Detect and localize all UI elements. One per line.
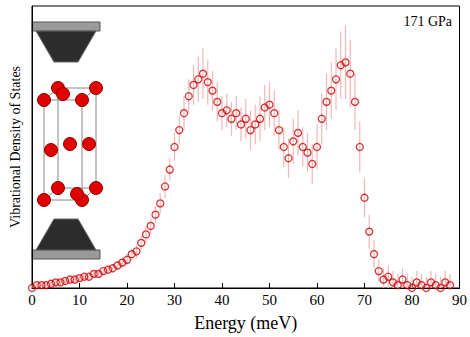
svg-text:10: 10 (72, 292, 87, 308)
svg-text:171 GPa: 171 GPa (403, 14, 452, 29)
svg-text:30: 30 (167, 292, 182, 308)
svg-text:Vibrational Density of States: Vibrational Density of States (8, 66, 23, 228)
svg-text:20: 20 (120, 292, 135, 308)
svg-text:60: 60 (310, 292, 325, 308)
svg-text:40: 40 (215, 292, 230, 308)
svg-text:50: 50 (262, 292, 277, 308)
svg-text:0: 0 (28, 292, 36, 308)
svg-text:70: 70 (357, 292, 372, 308)
svg-text:80: 80 (405, 292, 420, 308)
svg-text:90: 90 (452, 292, 467, 308)
svg-text:Energy (meV): Energy (meV) (194, 313, 297, 334)
